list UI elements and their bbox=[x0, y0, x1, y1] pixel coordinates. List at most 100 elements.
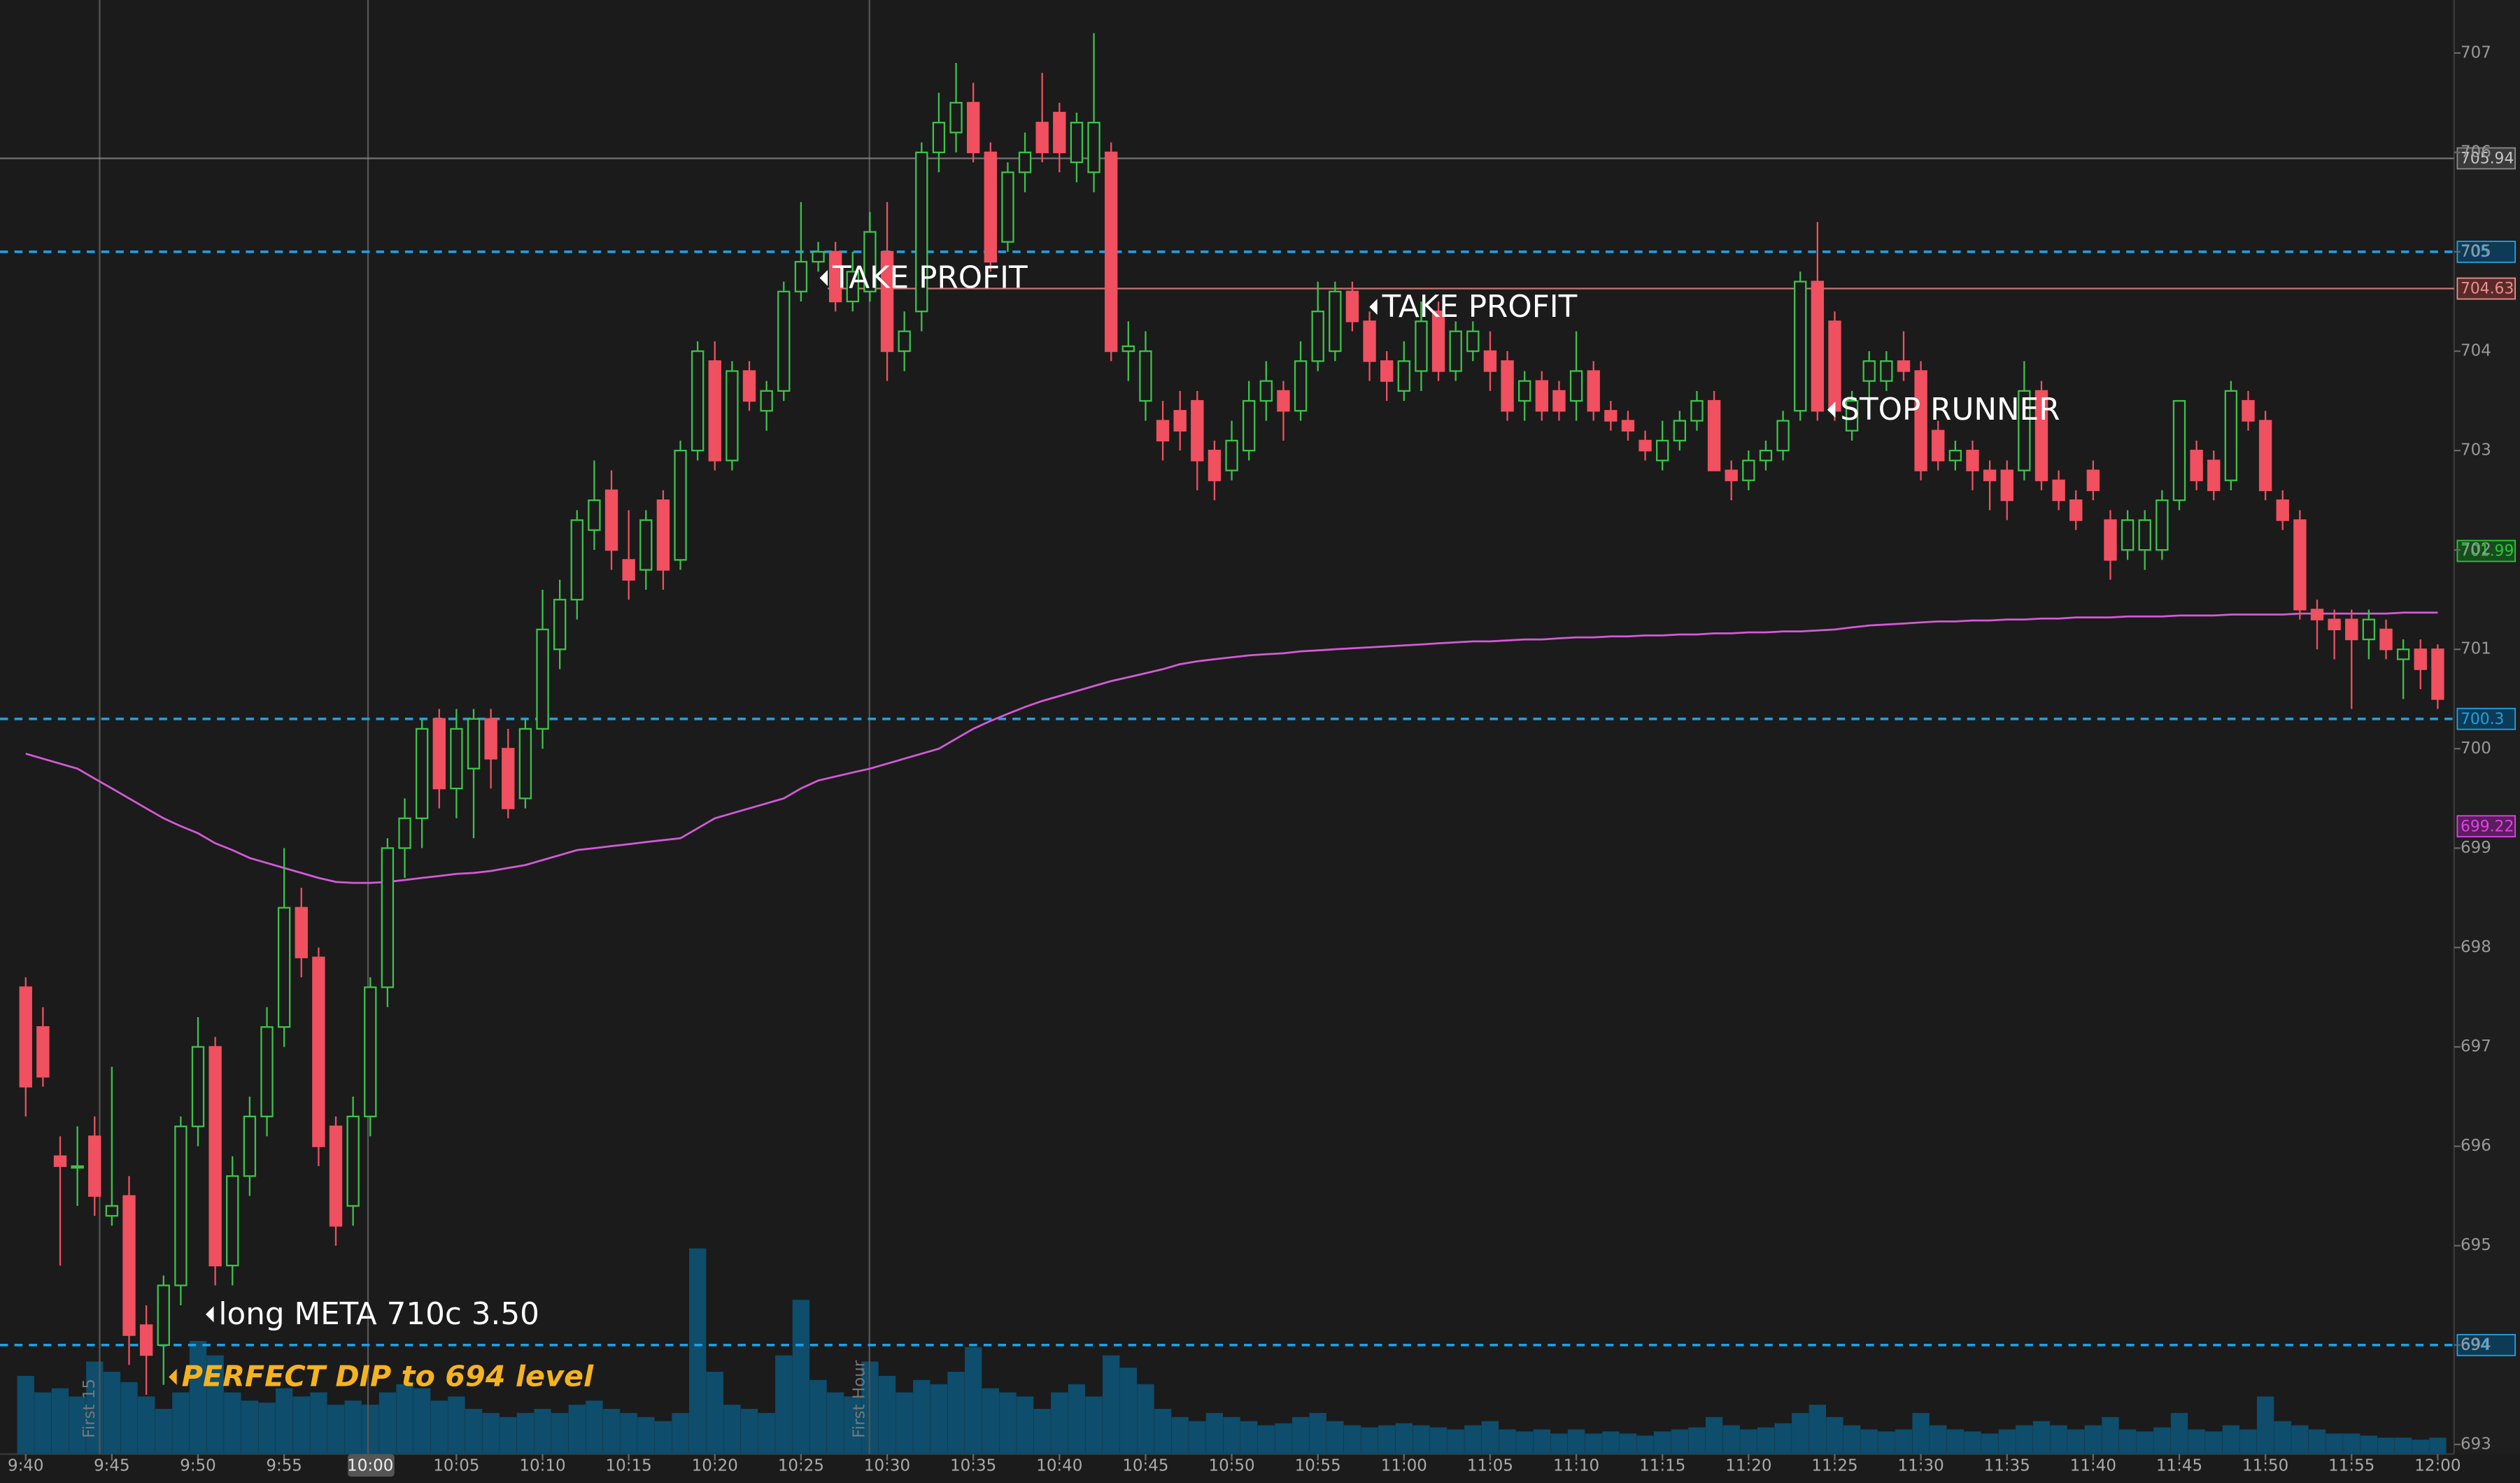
candle bbox=[19, 977, 32, 1117]
candle-body bbox=[364, 986, 377, 1118]
candle-body bbox=[915, 151, 928, 313]
volume-bar bbox=[723, 1405, 741, 1454]
volume-bar bbox=[1843, 1425, 1861, 1454]
volume-bar bbox=[1309, 1412, 1326, 1454]
x-tick-label: 9:55 bbox=[266, 1456, 302, 1475]
candle-body bbox=[949, 101, 963, 134]
candle bbox=[1569, 331, 1583, 421]
candle-body bbox=[1638, 439, 1652, 452]
volume-bar bbox=[1223, 1417, 1240, 1454]
volume-bar bbox=[34, 1392, 52, 1454]
candle bbox=[518, 718, 532, 809]
volume-bar bbox=[344, 1400, 362, 1454]
candle-body bbox=[1259, 380, 1273, 402]
x-tick-label: 11:20 bbox=[1725, 1456, 1771, 1475]
volume-bar bbox=[1378, 1425, 1396, 1454]
candle bbox=[1397, 341, 1411, 402]
y-tick-label: 696 bbox=[2461, 1137, 2491, 1155]
x-tick-label: 11:10 bbox=[1553, 1456, 1599, 1475]
candle-body bbox=[536, 628, 549, 730]
price-level-tag bbox=[2456, 1333, 2517, 1356]
candle bbox=[1604, 401, 1618, 431]
candle bbox=[794, 201, 808, 301]
candle bbox=[2328, 609, 2341, 660]
candle-body bbox=[1604, 410, 1618, 422]
candle-body bbox=[794, 261, 808, 292]
volume-bar bbox=[2153, 1427, 2171, 1454]
annotation: TAKE PROFIT bbox=[1382, 289, 1578, 325]
x-tick-label: 11:45 bbox=[2156, 1456, 2202, 1475]
price-level-tag bbox=[2456, 707, 2517, 730]
x-tick-label: 10:10 bbox=[519, 1456, 565, 1475]
volume-bar bbox=[826, 1392, 844, 1454]
candle-body bbox=[71, 1165, 84, 1169]
candle bbox=[1983, 460, 1997, 511]
candle bbox=[1104, 142, 1118, 362]
candle bbox=[1948, 440, 1962, 471]
candle bbox=[1311, 281, 1324, 371]
candle-body bbox=[432, 718, 446, 790]
volume-bar bbox=[913, 1379, 930, 1454]
volume-bar bbox=[1878, 1431, 1895, 1454]
volume-bar bbox=[1464, 1425, 1482, 1454]
volume-bar bbox=[103, 1372, 121, 1454]
candle bbox=[88, 1116, 101, 1216]
candle-body bbox=[622, 559, 635, 581]
candle bbox=[639, 510, 653, 590]
x-tick-label: 10:20 bbox=[692, 1456, 738, 1475]
volume-bar bbox=[1688, 1427, 1706, 1454]
volume-bar bbox=[2050, 1425, 2067, 1454]
volume-bar bbox=[1171, 1417, 1189, 1454]
candle-body bbox=[1707, 399, 1721, 471]
candle-body bbox=[1776, 420, 1790, 452]
volume-bar bbox=[982, 1388, 999, 1454]
candle-body bbox=[1277, 390, 1290, 412]
candle bbox=[36, 1007, 50, 1087]
volume-bar bbox=[1240, 1421, 1258, 1454]
candle-body bbox=[1053, 111, 1066, 154]
candle-body bbox=[174, 1126, 187, 1286]
candle-body bbox=[1690, 399, 1704, 422]
candle-body bbox=[450, 728, 463, 790]
volume-bar bbox=[448, 1396, 465, 1454]
candle-body bbox=[984, 151, 997, 263]
candle-body bbox=[2104, 519, 2117, 561]
candle-body bbox=[1208, 449, 1222, 481]
candle bbox=[1501, 351, 1514, 421]
volume-bar bbox=[2308, 1429, 2326, 1454]
candle bbox=[1380, 351, 1394, 402]
candle bbox=[1345, 281, 1359, 332]
candle-body bbox=[2362, 618, 2376, 641]
candle-body bbox=[863, 231, 877, 292]
candle-body bbox=[1001, 171, 1014, 243]
candle bbox=[1742, 450, 1755, 490]
x-tick-label: 10:35 bbox=[950, 1456, 996, 1475]
candle bbox=[260, 1007, 274, 1137]
candle-body bbox=[846, 271, 859, 303]
session-label: First Hour bbox=[850, 1360, 868, 1438]
candle bbox=[812, 241, 825, 272]
candle-body bbox=[1139, 350, 1152, 402]
volume-bar bbox=[586, 1400, 603, 1454]
candle-body bbox=[467, 718, 481, 769]
candle bbox=[2052, 470, 2065, 511]
x-tick-label: 11:55 bbox=[2328, 1456, 2374, 1475]
volume-bar bbox=[1998, 1429, 2016, 1454]
volume-bar bbox=[2256, 1396, 2274, 1454]
volume-bar bbox=[2084, 1425, 2102, 1454]
volume-bar bbox=[2102, 1417, 2119, 1454]
x-tick-label: 11:30 bbox=[1898, 1456, 1944, 1475]
volume-bar bbox=[1619, 1433, 1637, 1454]
volume-bar bbox=[792, 1300, 810, 1454]
candle-body bbox=[880, 250, 894, 353]
candle bbox=[622, 510, 635, 600]
candle-body bbox=[966, 101, 980, 154]
volume-bar bbox=[327, 1405, 345, 1454]
x-tick-label: 10:45 bbox=[1122, 1456, 1168, 1475]
candle bbox=[1638, 430, 1652, 461]
candle bbox=[1053, 102, 1066, 173]
candle-body bbox=[226, 1175, 239, 1267]
annotation-pointer bbox=[169, 1368, 177, 1385]
volume-bar bbox=[396, 1384, 413, 1454]
candle bbox=[1173, 390, 1187, 451]
